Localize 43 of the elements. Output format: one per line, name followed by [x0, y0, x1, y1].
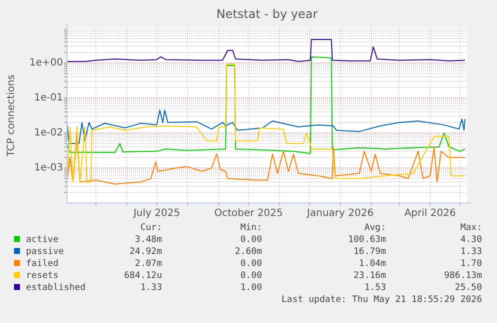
y-tick-label: 1e-02	[34, 128, 63, 138]
legend-label: active	[26, 235, 59, 245]
text: 1.04m	[358, 259, 386, 269]
text: 25.50	[454, 283, 482, 293]
x-tick-label: January 2026	[306, 208, 374, 219]
y-axis-title: TCP connections	[6, 74, 17, 158]
text: 24.92m	[129, 247, 162, 257]
text: 16.79m	[353, 247, 386, 257]
text: 1.53	[364, 283, 386, 293]
text: 986.13m	[444, 271, 482, 281]
text: 3.48m	[134, 235, 162, 245]
legend-label: passive	[26, 247, 64, 257]
y-tick-label: 1e-01	[34, 92, 63, 104]
text: 23.16m	[353, 271, 386, 281]
text: 684.12u	[124, 271, 162, 281]
text: 2.07m	[134, 259, 162, 269]
x-tick-label: April 2026	[404, 208, 456, 219]
y-tick-label: 1e+00	[29, 58, 63, 68]
text: 100.63m	[348, 235, 386, 245]
text: 0.00	[240, 271, 262, 281]
text: Avg:	[364, 223, 386, 233]
text: 1.33	[460, 247, 482, 257]
chart-title: Netstat - by year	[216, 7, 318, 21]
text: 1.00	[240, 283, 262, 293]
text: Max:	[460, 223, 482, 233]
text: 1.33	[140, 283, 162, 293]
text: 0.00	[240, 235, 262, 245]
text: 2.60m	[234, 247, 262, 257]
text: Cur:	[140, 223, 162, 233]
line-series	[66, 38, 466, 62]
text: Last update: Thu May 21 18:55:29 2026	[282, 295, 482, 305]
x-tick-label: October 2025	[214, 208, 283, 219]
legend-label: resets	[26, 271, 59, 281]
line-series	[66, 136, 466, 184]
text: 1.70	[460, 259, 482, 269]
legend-label: established	[26, 283, 86, 293]
x-tick-label: July 2025	[132, 208, 180, 219]
text: 4.30	[460, 235, 482, 245]
line-series	[66, 64, 466, 182]
text: 0.00	[240, 259, 262, 269]
legend-label: failed	[26, 259, 59, 269]
text: Min:	[240, 223, 262, 233]
y-tick-label: 1e-03	[34, 162, 63, 174]
